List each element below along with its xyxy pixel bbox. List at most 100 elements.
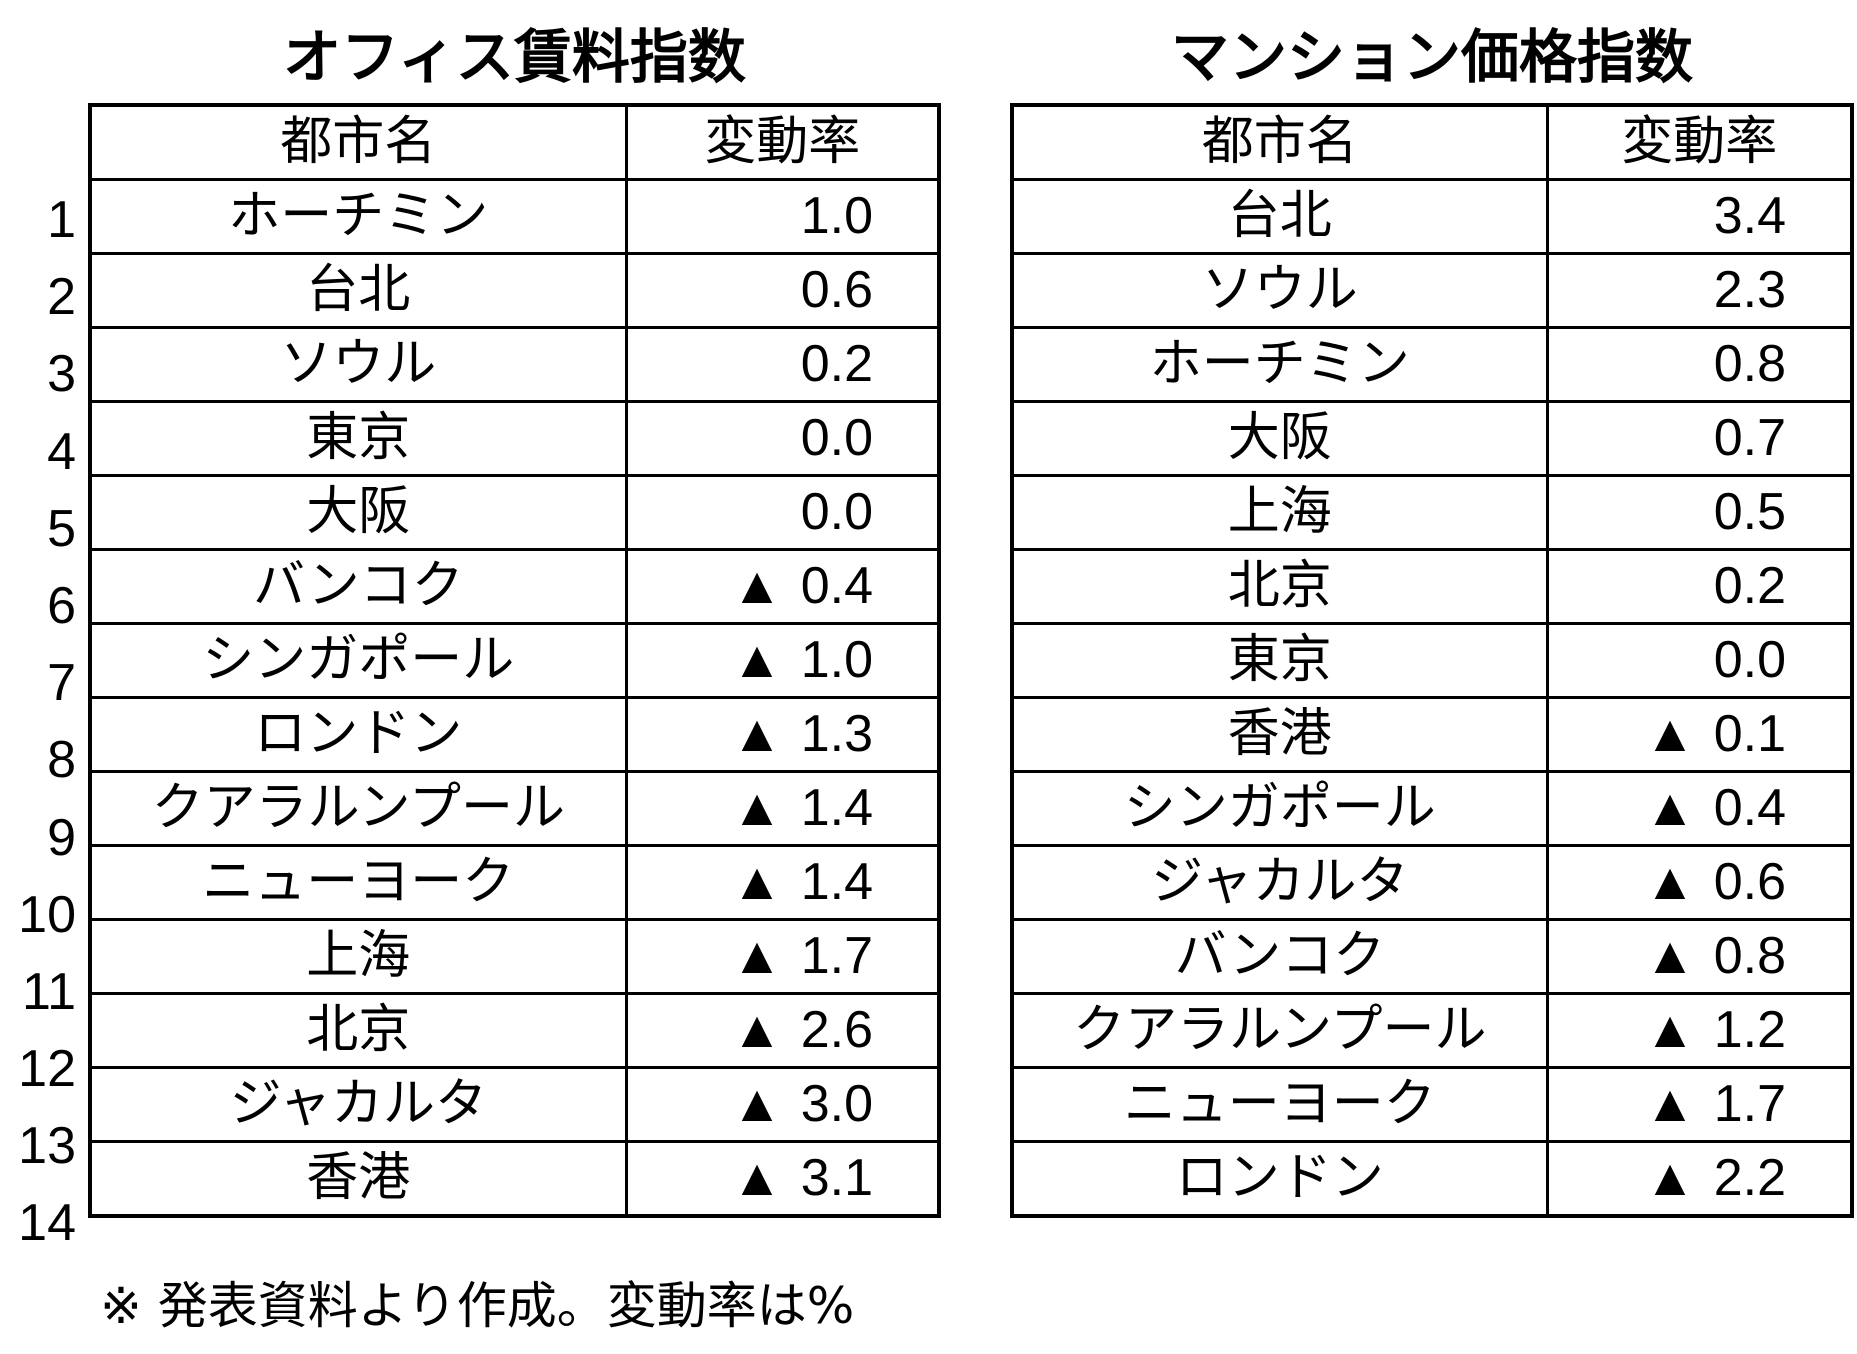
rate-value: 1.3: [800, 705, 873, 763]
table-row: シンガポール ▲ 1.0: [88, 622, 941, 699]
rate-value: 1.7: [800, 927, 873, 985]
table-header-row: 都市名 変動率: [1010, 103, 1854, 181]
rate-value: 1.0: [800, 187, 873, 245]
rate-value: 3.1: [800, 1149, 873, 1207]
table-row: ロンドン ▲ 2.2: [1010, 1140, 1854, 1218]
change-rate-cell: 0.2: [1545, 548, 1854, 625]
change-rate-cell: ▲ 1.7: [624, 918, 941, 995]
rate-value: 0.2: [800, 335, 873, 393]
rate-value: 2.2: [1713, 1149, 1786, 1207]
change-rate-cell: ▲ 1.4: [624, 844, 941, 921]
change-rate-header: 変動率: [624, 103, 941, 181]
city-cell: 香港: [88, 1140, 628, 1218]
city-cell: ジャカルタ: [88, 1066, 628, 1143]
table-row: 東京 0.0: [88, 400, 941, 477]
office-rent-index-table: 都市名 変動率 ホーチミン 1.0 台北 0.6 ソウル 0.2 東京 0.0 …: [88, 103, 941, 1218]
rank-label: 13: [18, 1117, 76, 1176]
source-footnote: ※ 発表資料より作成。変動率は%: [100, 1277, 855, 1335]
rate-value: 0.0: [800, 483, 873, 541]
decrease-triangle-icon: ▲: [731, 705, 783, 763]
rate-value: 0.0: [1713, 631, 1786, 689]
rank-label: 10: [18, 885, 76, 944]
decrease-triangle-icon: ▲: [731, 631, 783, 689]
rank-label: 4: [47, 422, 76, 481]
rate-value: 0.8: [1713, 335, 1786, 393]
rank-label: 3: [47, 345, 76, 404]
change-rate-cell: 0.0: [624, 474, 941, 551]
change-rate-cell: 2.3: [1545, 252, 1854, 329]
table-row: 上海 0.5: [1010, 474, 1854, 551]
city-name-header: 都市名: [1010, 103, 1549, 181]
decrease-triangle-icon: ▲: [731, 927, 783, 985]
change-rate-cell: 0.0: [1545, 622, 1854, 699]
decrease-triangle-icon: ▲: [1644, 779, 1696, 837]
city-cell: ロンドン: [88, 696, 628, 773]
table-row: バンコク ▲ 0.4: [88, 548, 941, 625]
city-cell: ニューヨーク: [1010, 1066, 1549, 1143]
city-cell: ホーチミン: [88, 178, 628, 255]
city-cell: ホーチミン: [1010, 326, 1549, 403]
office-rent-index-title: オフィス賃料指数: [283, 23, 746, 91]
rate-value: 1.7: [1713, 1075, 1786, 1133]
rank-label: 6: [47, 576, 76, 635]
change-rate-cell: ▲ 2.6: [624, 992, 941, 1069]
rank-label: 5: [47, 499, 76, 558]
change-rate-cell: ▲ 0.6: [1545, 844, 1854, 921]
city-cell: ロンドン: [1010, 1140, 1549, 1218]
change-rate-cell: ▲ 1.3: [624, 696, 941, 773]
table-row: 香港 ▲ 3.1: [88, 1140, 941, 1218]
table-row: ニューヨーク ▲ 1.4: [88, 844, 941, 921]
decrease-triangle-icon: ▲: [1644, 1001, 1696, 1059]
table-row: ニューヨーク ▲ 1.7: [1010, 1066, 1854, 1143]
change-rate-cell: 0.8: [1545, 326, 1854, 403]
city-cell: 上海: [88, 918, 628, 995]
change-rate-cell: ▲ 1.7: [1545, 1066, 1854, 1143]
rate-value: 0.1: [1713, 705, 1786, 763]
decrease-triangle-icon: ▲: [731, 853, 783, 911]
rank-column: 1 2 3 4 5 6 7 8 9 10 11 12 13 14: [0, 182, 80, 1263]
city-name-header: 都市名: [88, 103, 628, 181]
city-cell: バンコク: [88, 548, 628, 625]
city-cell: 東京: [88, 400, 628, 477]
decrease-triangle-icon: ▲: [731, 1001, 783, 1059]
decrease-triangle-icon: ▲: [1644, 853, 1696, 911]
decrease-triangle-icon: ▲: [1644, 927, 1696, 985]
table-row: 東京 0.0: [1010, 622, 1854, 699]
city-cell: ソウル: [88, 326, 628, 403]
decrease-triangle-icon: ▲: [731, 1149, 783, 1207]
change-rate-cell: 0.5: [1545, 474, 1854, 551]
table-row: 香港 ▲ 0.1: [1010, 696, 1854, 773]
rate-value: 0.2: [1713, 557, 1786, 615]
city-cell: 台北: [1010, 178, 1549, 255]
table-row: 大阪 0.7: [1010, 400, 1854, 477]
table-row: 北京 ▲ 2.6: [88, 992, 941, 1069]
rate-value: 3.0: [800, 1075, 873, 1133]
table-row: クアラルンプール ▲ 1.2: [1010, 992, 1854, 1069]
table-row: バンコク ▲ 0.8: [1010, 918, 1854, 995]
change-rate-cell: 0.6: [624, 252, 941, 329]
decrease-triangle-icon: ▲: [731, 779, 783, 837]
table-row: 台北 3.4: [1010, 178, 1854, 255]
city-cell: 大阪: [88, 474, 628, 551]
city-cell: バンコク: [1010, 918, 1549, 995]
city-cell: ニューヨーク: [88, 844, 628, 921]
rank-label: 12: [18, 1040, 76, 1099]
change-rate-cell: ▲ 0.8: [1545, 918, 1854, 995]
rate-value: 0.6: [800, 261, 873, 319]
rank-label: 1: [47, 191, 76, 249]
table-row: ジャカルタ ▲ 3.0: [88, 1066, 941, 1143]
table-row: ホーチミン 0.8: [1010, 326, 1854, 403]
table-row: 北京 0.2: [1010, 548, 1854, 625]
change-rate-cell: ▲ 0.1: [1545, 696, 1854, 773]
rate-value: 0.5: [1713, 483, 1786, 541]
decrease-triangle-icon: ▲: [731, 1075, 783, 1133]
decrease-triangle-icon: ▲: [1644, 1149, 1696, 1207]
condo-price-index-table: 都市名 変動率 台北 3.4 ソウル 2.3 ホーチミン 0.8 大阪 0.7 …: [1010, 103, 1854, 1218]
change-rate-cell: ▲ 1.0: [624, 622, 941, 699]
change-rate-cell: ▲ 1.4: [624, 770, 941, 847]
rate-value: 0.4: [800, 557, 873, 615]
city-cell: シンガポール: [88, 622, 628, 699]
city-cell: 東京: [1010, 622, 1549, 699]
change-rate-cell: 0.7: [1545, 400, 1854, 477]
table-row: ソウル 0.2: [88, 326, 941, 403]
